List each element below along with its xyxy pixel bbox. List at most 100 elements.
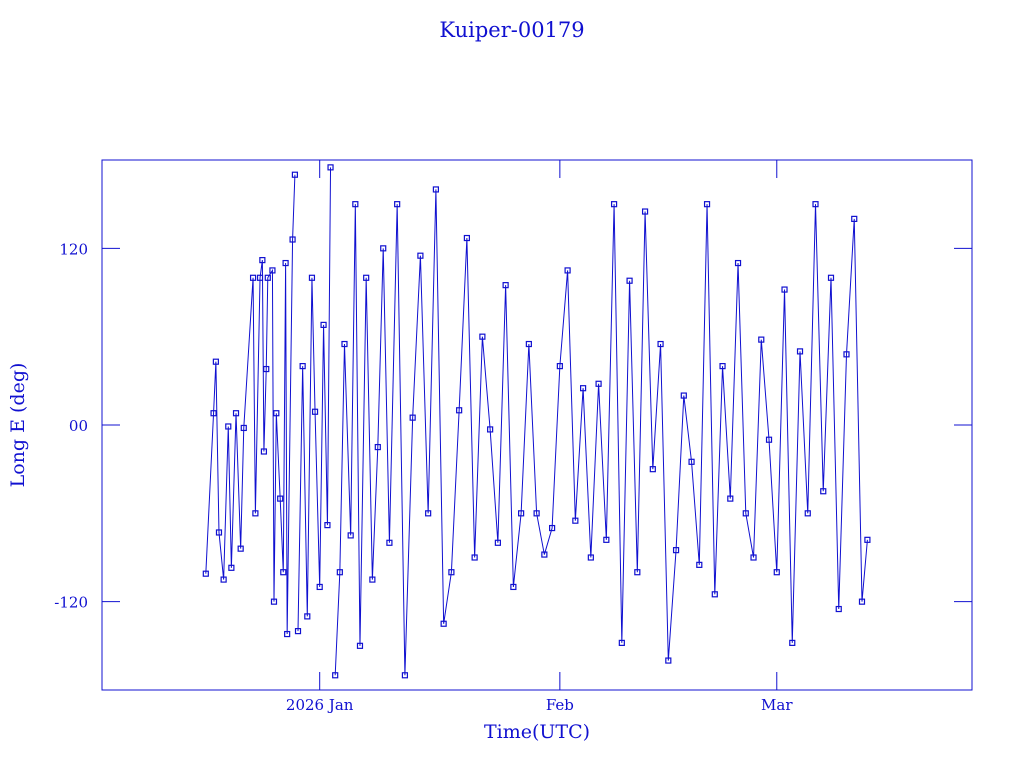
data-point <box>215 529 223 536</box>
data-point <box>603 536 610 543</box>
data-point <box>672 547 680 554</box>
data-point <box>734 259 742 267</box>
data-point <box>264 274 271 281</box>
data-point <box>665 657 672 664</box>
data-point <box>336 569 343 576</box>
data-point <box>649 466 656 473</box>
data-point <box>688 458 695 465</box>
data-point <box>332 672 339 679</box>
data-point <box>626 277 633 284</box>
data-point <box>641 208 649 215</box>
data-point <box>284 630 291 638</box>
data-point <box>634 569 641 576</box>
data-line <box>334 189 868 676</box>
data-point <box>750 554 757 561</box>
data-point <box>556 363 563 370</box>
data-point <box>727 495 734 502</box>
data-point <box>320 321 327 328</box>
data-point <box>440 620 447 627</box>
data-point <box>610 201 618 208</box>
data-point <box>618 639 625 646</box>
data-point <box>835 605 842 613</box>
x-tick-label: Feb <box>546 696 574 714</box>
data-point <box>202 570 209 577</box>
data-point <box>294 628 302 635</box>
data-point <box>864 536 871 543</box>
data-point <box>270 598 278 605</box>
data-point <box>228 564 235 571</box>
data-point <box>564 267 571 274</box>
data-point <box>356 642 364 649</box>
data-point <box>758 336 765 343</box>
data-point <box>289 236 296 243</box>
data-point <box>502 282 509 289</box>
data-point <box>812 201 819 208</box>
data-point <box>843 351 850 358</box>
data-point <box>525 340 532 348</box>
data-point <box>680 392 687 399</box>
data-point <box>269 267 276 274</box>
data-point <box>394 201 401 208</box>
data-point <box>259 257 266 264</box>
data-point <box>291 171 299 178</box>
y-axis-label: Long E (deg) <box>7 363 29 488</box>
data-point <box>299 363 306 370</box>
y-tick-label: 00 <box>69 417 88 435</box>
data-point <box>510 583 517 591</box>
data-point <box>277 495 284 502</box>
data-line <box>205 174 296 635</box>
data-point <box>409 414 416 421</box>
data-point <box>386 539 393 546</box>
data-point <box>549 524 556 532</box>
data-point <box>820 488 827 495</box>
data-point <box>417 252 424 259</box>
data-point <box>220 576 227 583</box>
data-point <box>374 443 381 451</box>
data-point <box>781 286 788 293</box>
data-point <box>851 215 858 222</box>
data-point <box>796 348 804 355</box>
data-point <box>719 363 726 370</box>
data-point <box>352 201 359 208</box>
data-point <box>827 274 835 281</box>
data-point <box>401 672 409 679</box>
data-point <box>479 333 486 340</box>
data-point <box>587 554 594 561</box>
data-point <box>463 234 470 242</box>
data-point <box>369 576 376 583</box>
data-point <box>240 424 247 432</box>
data-point <box>448 569 455 576</box>
y-tick-label: -120 <box>54 594 88 612</box>
data-point <box>308 274 316 281</box>
data-line <box>297 167 332 632</box>
data-point <box>225 423 232 430</box>
data-point <box>249 274 257 281</box>
data-point <box>804 510 811 517</box>
data-point <box>212 358 219 365</box>
data-point <box>518 510 525 517</box>
data-point <box>765 436 773 443</box>
data-point <box>471 554 478 561</box>
data-point <box>327 164 334 171</box>
data-point <box>263 365 270 373</box>
data-point <box>456 407 463 414</box>
data-point <box>533 510 540 517</box>
data-point <box>363 274 370 281</box>
data-point <box>256 274 264 281</box>
data-point <box>572 517 579 524</box>
data-point <box>210 410 217 417</box>
data-point <box>579 385 587 392</box>
data-point <box>657 340 664 348</box>
data-point <box>696 561 703 568</box>
data-point <box>703 201 711 208</box>
data-point <box>541 551 548 558</box>
data-point <box>252 510 259 517</box>
data-point <box>595 380 602 387</box>
data-point <box>773 569 780 576</box>
data-point <box>858 598 866 605</box>
data-point <box>432 186 440 193</box>
data-point <box>260 448 268 455</box>
y-tick-label: 120 <box>59 240 88 258</box>
